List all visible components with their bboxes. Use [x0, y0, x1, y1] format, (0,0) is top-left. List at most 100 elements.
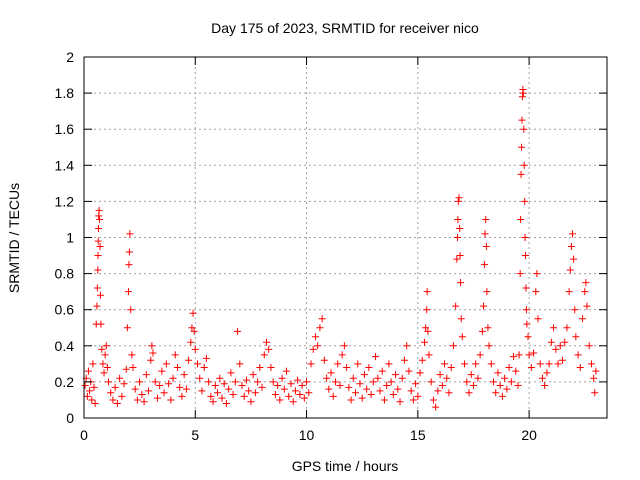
data-point — [245, 387, 253, 395]
data-point — [545, 360, 553, 368]
data-point — [518, 116, 526, 124]
data-point — [576, 363, 584, 371]
data-point — [507, 378, 515, 386]
data-point — [96, 243, 104, 251]
data-point — [214, 389, 222, 397]
data-point — [483, 288, 491, 296]
data-point — [187, 338, 195, 346]
data-point — [218, 394, 226, 402]
data-point — [185, 356, 193, 364]
data-point — [349, 374, 357, 382]
data-point — [481, 230, 489, 238]
y-tick-label: 1.6 — [55, 121, 75, 137]
data-point — [385, 360, 393, 368]
data-point — [392, 371, 400, 379]
data-point — [563, 324, 571, 332]
data-point — [438, 382, 446, 390]
data-point — [585, 342, 593, 350]
data-point — [316, 324, 324, 332]
data-point — [343, 363, 351, 371]
data-point — [95, 206, 103, 214]
data-point — [202, 354, 210, 362]
data-point — [476, 351, 484, 359]
data-point — [116, 374, 124, 382]
data-point — [591, 389, 599, 397]
data-point — [412, 380, 420, 388]
data-point — [522, 284, 530, 292]
data-point — [441, 360, 449, 368]
data-point — [209, 398, 217, 406]
data-point — [533, 270, 541, 278]
data-point — [383, 382, 391, 390]
data-point — [582, 279, 590, 287]
data-point — [432, 403, 440, 411]
data-point — [125, 248, 133, 256]
data-point — [90, 383, 98, 391]
data-point — [247, 398, 255, 406]
data-point — [296, 391, 304, 399]
data-point — [583, 302, 591, 310]
data-point — [156, 382, 164, 390]
data-point — [238, 382, 246, 390]
data-point — [457, 315, 465, 323]
data-point — [456, 252, 464, 260]
data-point — [267, 363, 275, 371]
data-point — [140, 398, 148, 406]
y-tick-label: 1.8 — [55, 85, 75, 101]
data-point — [356, 380, 364, 388]
data-point — [376, 387, 384, 395]
data-point — [347, 396, 355, 404]
data-point — [534, 315, 542, 323]
data-point — [188, 324, 196, 332]
data-point — [452, 302, 460, 310]
data-point — [303, 378, 311, 386]
data-point — [449, 342, 457, 350]
data-point — [484, 324, 492, 332]
data-point — [422, 324, 430, 332]
data-point — [550, 324, 558, 332]
y-tick-label: 0.4 — [55, 338, 75, 354]
data-point — [249, 371, 257, 379]
data-point — [289, 398, 297, 406]
data-point — [409, 396, 417, 404]
y-tick-label: 0 — [66, 410, 74, 426]
data-point — [565, 288, 573, 296]
data-point — [572, 333, 580, 341]
data-point — [211, 382, 219, 390]
data-point — [380, 396, 388, 404]
data-point — [97, 320, 105, 328]
data-point — [194, 360, 202, 368]
data-point — [552, 345, 560, 353]
data-point — [84, 367, 92, 375]
data-point — [240, 392, 248, 400]
data-point — [503, 385, 511, 393]
data-point — [176, 383, 184, 391]
data-point — [456, 224, 464, 232]
data-point — [109, 396, 117, 404]
y-tick-label: 1.4 — [55, 157, 75, 173]
data-point — [489, 378, 497, 386]
data-point — [136, 378, 144, 386]
data-point — [472, 360, 480, 368]
data-point — [169, 374, 177, 382]
ticks-layer: 00.20.40.60.811.21.41.61.820 5 10 15 20 — [55, 49, 607, 443]
data-point — [305, 389, 313, 397]
data-point — [481, 261, 489, 269]
data-point — [416, 369, 424, 377]
data-point — [453, 234, 461, 241]
data-point — [505, 363, 513, 371]
data-point — [99, 360, 107, 368]
data-point — [421, 338, 429, 346]
data-point — [323, 374, 331, 382]
data-point — [487, 360, 495, 368]
data-point — [138, 391, 146, 399]
data-point — [418, 356, 426, 364]
x-tick-label: 15 — [410, 427, 426, 443]
data-point — [525, 351, 533, 359]
data-point — [541, 382, 549, 390]
data-point — [394, 385, 402, 393]
data-point — [298, 382, 306, 390]
data-point — [407, 387, 415, 395]
data-point — [543, 369, 551, 377]
data-point — [378, 367, 386, 375]
